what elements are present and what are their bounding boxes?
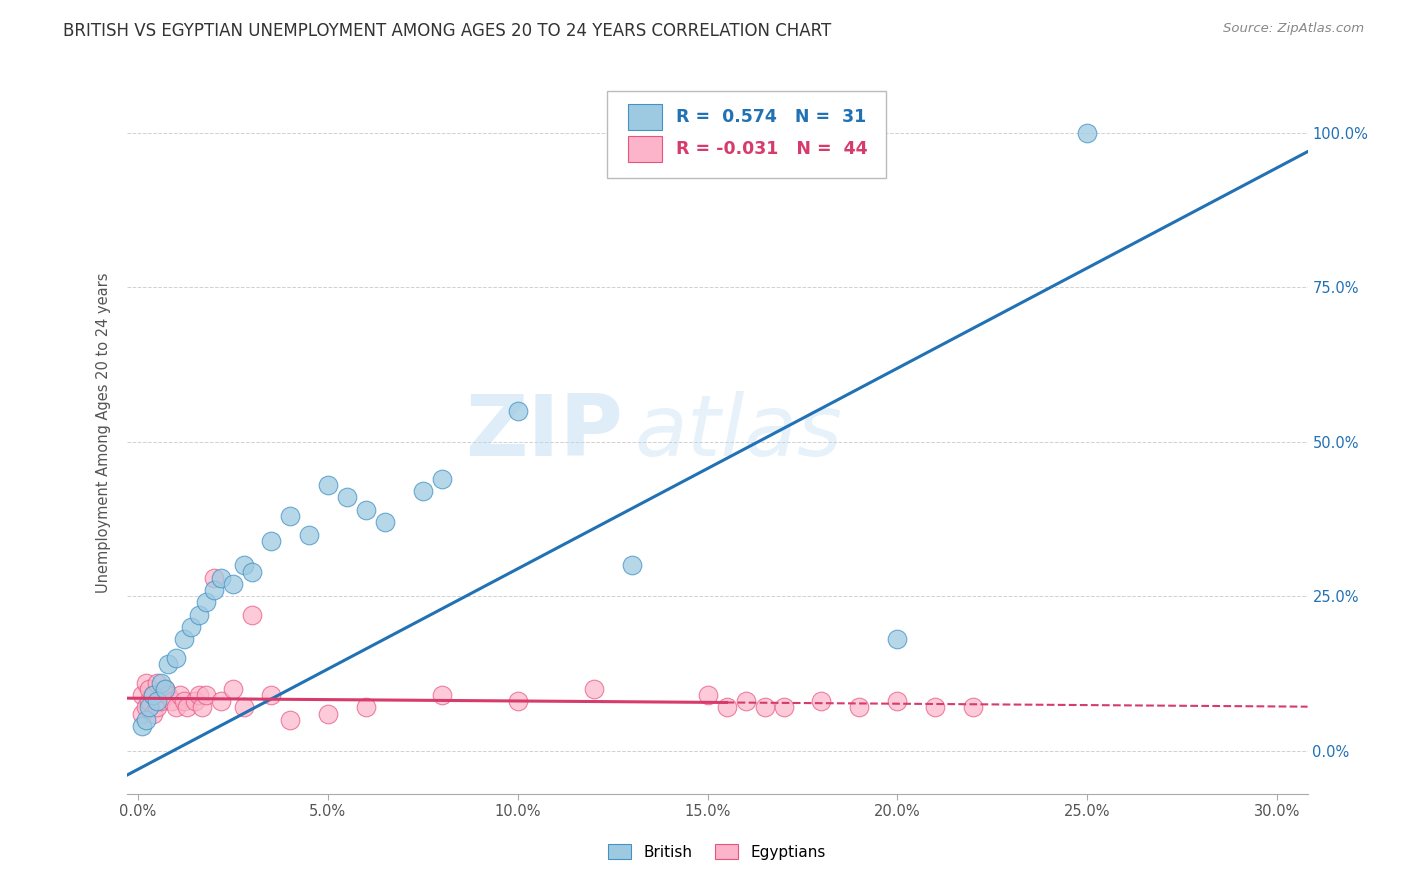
Point	[184, 694, 207, 708]
Bar	[628, 136, 662, 161]
Point	[430, 688, 453, 702]
Point	[233, 558, 256, 573]
Point	[138, 694, 160, 708]
Point	[146, 700, 169, 714]
Point	[1076, 126, 1098, 140]
Point	[316, 706, 339, 721]
Point	[135, 700, 157, 714]
Point	[222, 577, 245, 591]
Point	[131, 688, 153, 702]
Point	[848, 700, 870, 714]
Point	[153, 681, 176, 696]
Point	[810, 694, 832, 708]
Point	[924, 700, 946, 714]
Point	[176, 700, 198, 714]
Y-axis label: Unemployment Among Ages 20 to 24 years: Unemployment Among Ages 20 to 24 years	[96, 272, 111, 593]
Text: BRITISH VS EGYPTIAN UNEMPLOYMENT AMONG AGES 20 TO 24 YEARS CORRELATION CHART: BRITISH VS EGYPTIAN UNEMPLOYMENT AMONG A…	[63, 22, 831, 40]
Point	[374, 515, 396, 529]
Point	[754, 700, 776, 714]
Point	[191, 700, 214, 714]
Point	[716, 700, 738, 714]
Point	[169, 688, 191, 702]
Point	[734, 694, 756, 708]
Point	[240, 607, 263, 622]
Point	[260, 533, 283, 548]
Legend: British, Egyptians: British, Egyptians	[602, 838, 832, 866]
Point	[886, 694, 908, 708]
Point	[187, 688, 209, 702]
Point	[142, 688, 165, 702]
Point	[131, 719, 153, 733]
Point	[160, 694, 183, 708]
Bar	[628, 103, 662, 130]
Point	[157, 688, 180, 702]
Point	[173, 694, 195, 708]
Point	[180, 620, 202, 634]
Point	[173, 632, 195, 647]
Point	[202, 571, 225, 585]
Point	[146, 675, 169, 690]
Point	[430, 472, 453, 486]
Text: atlas: atlas	[634, 391, 842, 475]
Point	[260, 688, 283, 702]
Point	[149, 675, 172, 690]
Point	[187, 607, 209, 622]
Point	[278, 508, 301, 523]
Point	[131, 706, 153, 721]
Point	[146, 694, 169, 708]
Point	[135, 675, 157, 690]
Point	[696, 688, 718, 702]
Point	[354, 700, 377, 714]
Point	[142, 688, 165, 702]
Point	[278, 713, 301, 727]
Point	[202, 583, 225, 598]
Point	[195, 595, 218, 609]
Point	[506, 694, 529, 708]
Point	[233, 700, 256, 714]
Point	[153, 681, 176, 696]
Point	[138, 700, 160, 714]
Point	[138, 681, 160, 696]
Point	[240, 565, 263, 579]
Point	[165, 651, 187, 665]
Point	[298, 527, 321, 541]
Point	[165, 700, 187, 714]
Text: Source: ZipAtlas.com: Source: ZipAtlas.com	[1223, 22, 1364, 36]
Point	[149, 694, 172, 708]
Point	[336, 491, 359, 505]
Text: R = -0.031   N =  44: R = -0.031 N = 44	[676, 140, 868, 158]
Point	[142, 706, 165, 721]
Point	[962, 700, 984, 714]
Point	[506, 404, 529, 418]
Point	[772, 700, 794, 714]
Point	[195, 688, 218, 702]
Point	[886, 632, 908, 647]
Point	[582, 681, 605, 696]
Text: R =  0.574   N =  31: R = 0.574 N = 31	[676, 108, 866, 126]
FancyBboxPatch shape	[607, 91, 886, 178]
Point	[157, 657, 180, 672]
Point	[211, 694, 233, 708]
Point	[354, 503, 377, 517]
Point	[316, 478, 339, 492]
Point	[620, 558, 643, 573]
Point	[222, 681, 245, 696]
Point	[412, 484, 434, 499]
Point	[135, 713, 157, 727]
Text: ZIP: ZIP	[465, 391, 623, 475]
Point	[211, 571, 233, 585]
